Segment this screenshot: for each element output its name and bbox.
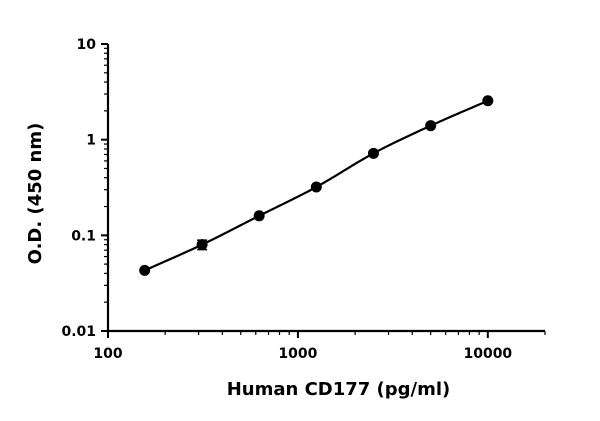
y-tick-label: 1 (86, 133, 96, 149)
data-point (310, 181, 322, 193)
y-ticks-group: 0.01 0.1 1 10 (61, 37, 108, 340)
y-tick-label: 10 (77, 37, 97, 53)
y-tick-label: 0.1 (71, 228, 96, 244)
data-points-group (139, 95, 494, 276)
axes-group (106, 44, 545, 333)
x-tick-label: 10000 (463, 346, 512, 362)
x-tick-label: 1000 (278, 346, 317, 362)
data-point (425, 120, 437, 132)
data-point (253, 210, 265, 222)
y-tick-label: 0.01 (61, 324, 96, 340)
data-point (482, 95, 494, 107)
x-tick-label: 100 (93, 346, 122, 362)
x-axis-title: Human CD177 (pg/ml) (227, 379, 451, 400)
x-ticks-group: 100 1000 10000 (93, 331, 546, 362)
data-point (196, 239, 208, 251)
data-point (367, 147, 379, 159)
y-axis-title: O.D. (450 nm) (25, 123, 46, 265)
data-point (139, 264, 151, 276)
